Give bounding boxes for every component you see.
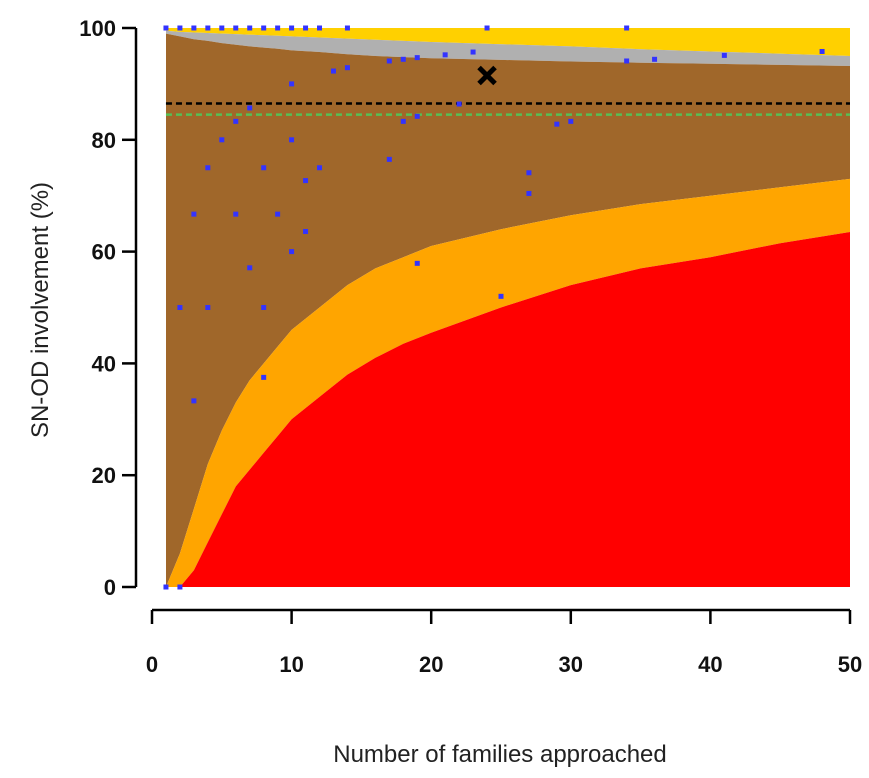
data-point [303,228,309,234]
band-red [166,232,850,587]
data-point [344,25,350,31]
confidence-bands [166,28,850,588]
data-point [414,260,420,266]
data-point [191,398,197,404]
band-grey [166,30,850,66]
band-upper-yellow [166,28,850,56]
data-point [219,25,225,31]
data-point [233,211,239,217]
data-point [247,25,253,31]
data-point [247,105,253,111]
y-tick-label: 20 [92,463,116,488]
data-point [275,25,281,31]
data-point [261,25,267,31]
data-point [414,113,420,119]
data-point [414,55,420,61]
data-point [554,121,560,127]
data-point [247,265,253,271]
data-point [219,137,225,143]
data-point [303,178,309,184]
data-point [191,211,197,217]
x-tick-label: 0 [146,652,158,677]
data-point [484,25,490,31]
data-point [317,165,323,171]
y-tick-label: 80 [92,128,116,153]
data-point [386,156,392,162]
data-point [205,305,211,310]
data-point [205,165,211,171]
data-point [205,25,211,31]
y-tick-label: 40 [92,351,116,376]
y-tick-label: 60 [92,240,116,265]
data-point [442,52,448,58]
x-axis-ticks: 0 10 20 30 40 50 [146,610,862,677]
data-point [191,25,197,31]
data-point [289,25,295,31]
data-point [400,56,406,62]
data-point [275,211,281,217]
data-point [652,56,658,62]
data-point [386,58,392,64]
data-point [163,25,169,31]
y-axis-title: SN-OD involvement (%) [27,182,54,438]
highlight-point-x [477,65,497,86]
data-point [261,165,267,171]
data-point [303,25,309,31]
data-point [330,68,336,74]
x-tick-label: 20 [419,652,443,677]
data-point [624,58,630,64]
data-points [163,25,825,590]
axes [134,28,850,612]
x-tick-label: 10 [279,652,303,677]
y-axis-ticks: 0 20 40 60 80 100 [79,16,136,600]
data-point [233,118,239,124]
y-tick-label: 100 [79,16,116,41]
band-orange [166,178,850,587]
highlight-marker [477,65,497,86]
x-tick-label: 50 [838,652,862,677]
data-point [177,25,183,31]
data-point [568,118,574,124]
reference-lines [165,102,850,116]
data-point [289,81,295,87]
highlight-stroke-2 [477,65,497,86]
data-point [819,48,825,54]
data-point [289,137,295,143]
data-point [456,101,462,107]
y-tick-label: 0 [104,575,116,600]
x-axis-title: Number of families approached [333,741,667,768]
data-point [177,305,183,310]
data-point [289,249,295,255]
data-point [317,25,323,31]
data-point [526,190,532,196]
data-point [526,170,532,176]
data-point [261,305,267,310]
data-point [470,49,476,55]
data-point [177,584,183,590]
data-point [233,25,239,31]
data-point [344,65,350,71]
data-point [163,584,169,590]
data-point [498,293,504,299]
data-point [400,118,406,124]
data-point [261,374,267,380]
x-tick-label: 40 [698,652,722,677]
band-brown [166,33,850,588]
x-tick-label: 30 [559,652,583,677]
data-point [624,25,630,31]
data-point [721,52,727,58]
